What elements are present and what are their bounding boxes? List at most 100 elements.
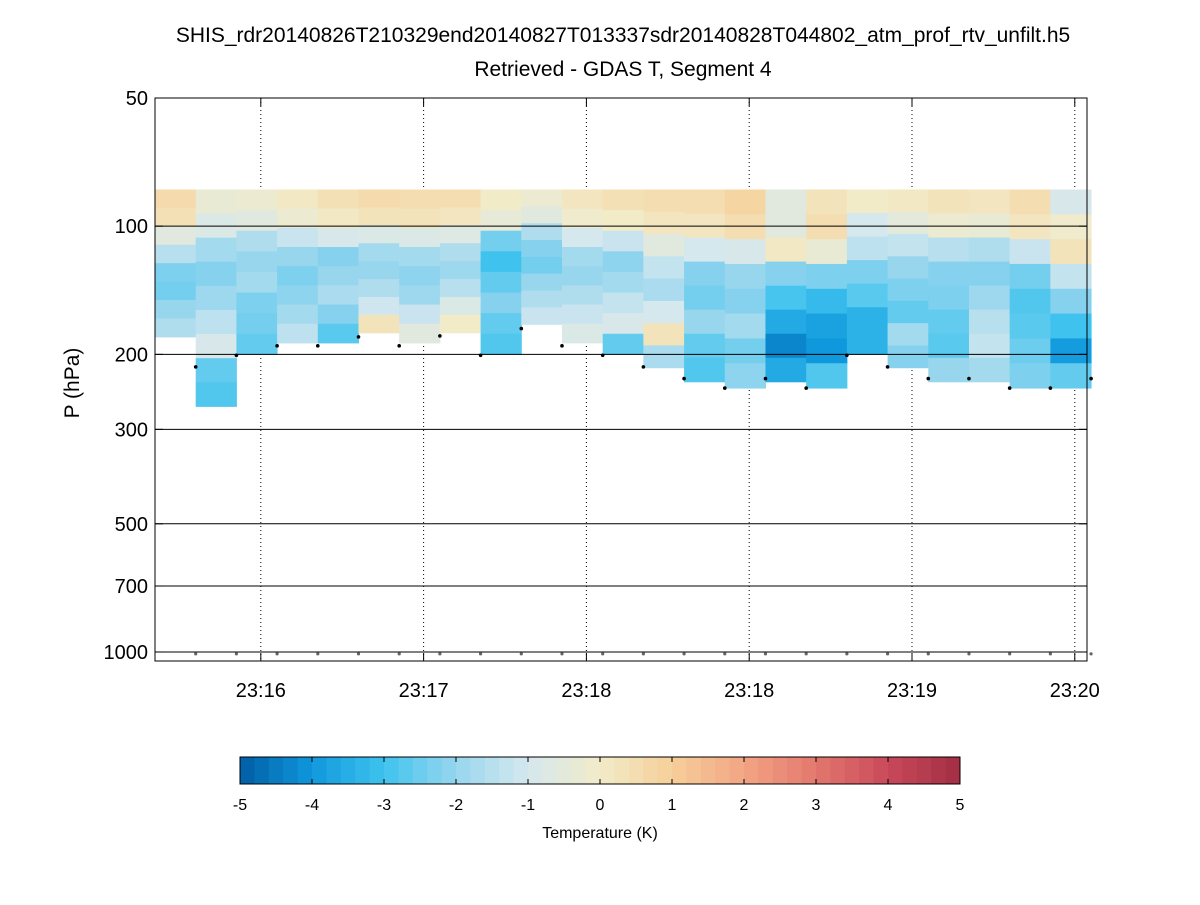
heatmap-cell	[928, 285, 970, 311]
colorbar-segment	[700, 757, 716, 784]
heatmap-cell	[317, 304, 359, 325]
heatmap-cell	[1009, 288, 1051, 315]
heatmap-cell	[643, 345, 685, 369]
heatmap-cell	[195, 285, 237, 311]
colorbar-segment	[384, 757, 399, 784]
colorbar-tick-label: -1	[521, 797, 535, 814]
colorbar-segment	[456, 757, 471, 784]
heatmap-cell	[602, 189, 644, 211]
heatmap-cell	[887, 323, 929, 346]
heatmap-cell	[195, 334, 237, 359]
heatmap-cell	[155, 189, 197, 209]
colorbar-segment	[441, 757, 457, 784]
heatmap-cell	[277, 247, 319, 267]
surface-marker	[275, 652, 279, 656]
colorbar-segment	[340, 757, 356, 784]
heatmap-cell	[561, 208, 604, 229]
heatmap-cell	[236, 333, 278, 355]
heatmap-cell	[358, 314, 400, 334]
heatmap-cell	[684, 357, 726, 383]
level-marker	[1048, 386, 1053, 390]
colorbar-segment	[484, 757, 500, 784]
colorbar-segment	[556, 757, 572, 784]
colorbar-segment	[816, 757, 831, 784]
colorbar-tick-label: 0	[596, 797, 605, 814]
x-tick-label: 23:20	[1050, 680, 1100, 702]
colorbar-segment	[859, 757, 874, 784]
heatmap-cell	[724, 239, 766, 265]
heatmap-cell	[358, 207, 400, 226]
heatmap-cell	[236, 313, 278, 335]
colorbar-segment	[744, 757, 759, 784]
level-marker	[397, 344, 401, 348]
heatmap-cell	[928, 261, 970, 287]
heatmap-cell	[806, 189, 848, 215]
heatmap-cell	[724, 313, 766, 339]
heatmap-cell	[806, 239, 848, 265]
surface-marker	[763, 652, 768, 656]
heatmap-cell	[439, 225, 482, 244]
heatmap-cell	[602, 251, 644, 273]
heatmap-cell	[358, 189, 400, 208]
surface-marker	[967, 652, 971, 656]
heatmap-cell	[399, 266, 441, 286]
heatmap-cell	[846, 189, 889, 214]
colorbar-segment	[888, 757, 903, 784]
heatmap-cell	[521, 223, 563, 241]
heatmap-cell	[643, 323, 685, 346]
colorbar-segment	[873, 757, 889, 784]
colorbar-segment	[844, 757, 860, 784]
colorbar-tick-label: -3	[377, 797, 391, 814]
surface-marker	[641, 652, 645, 656]
surface-marker	[194, 652, 198, 656]
heatmap-cell	[277, 304, 319, 325]
heatmap-cell	[765, 309, 807, 335]
heatmap-cell	[561, 304, 604, 325]
colorbar-segment	[499, 757, 514, 784]
heatmap-cell	[1050, 338, 1092, 364]
heatmap-cell	[195, 358, 237, 383]
heatmap-cell	[521, 256, 563, 275]
heatmap-cell	[643, 278, 685, 302]
level-marker	[641, 365, 646, 369]
heatmap-cell	[480, 210, 522, 232]
colorbar-tick-label: 3	[812, 797, 821, 814]
x-tick-label: 23:19	[887, 680, 937, 702]
heatmap-cell	[968, 189, 1011, 215]
heatmap-cell	[358, 225, 400, 244]
heatmap-cell	[561, 285, 604, 306]
heatmap-cell	[684, 189, 726, 215]
colorbar-segment	[715, 757, 730, 784]
level-marker	[804, 386, 808, 390]
heatmap-cell	[439, 296, 482, 316]
level-marker	[845, 353, 849, 358]
colorbar-segment	[571, 757, 586, 784]
heatmap-cell	[195, 237, 237, 263]
heatmap-cell	[1050, 263, 1092, 290]
heatmap-cell	[928, 309, 970, 335]
colorbar-segment	[600, 757, 615, 784]
heatmap-cell	[155, 318, 197, 338]
heatmap-cell	[1009, 313, 1051, 339]
heatmap-cell	[439, 279, 482, 298]
heatmap-cell	[480, 230, 522, 252]
heatmap-cell	[236, 210, 278, 232]
colorbar-segment	[772, 757, 788, 784]
surface-marker	[519, 652, 523, 656]
heatmap-cell	[806, 313, 848, 339]
colorbar-tick-label: 2	[740, 797, 749, 814]
heatmap-cell	[277, 266, 319, 286]
x-tick-label: 23:18	[724, 680, 774, 702]
heatmap-cell	[684, 261, 726, 287]
heatmap-cell	[684, 285, 726, 311]
heatmap-cell	[236, 230, 278, 252]
heatmap-cell	[724, 288, 766, 315]
heatmap-cell	[521, 307, 563, 325]
colorbar-segment	[628, 757, 644, 784]
heatmap-cell	[968, 309, 1011, 335]
heatmap-cell	[724, 363, 766, 389]
heatmap-cell	[358, 261, 400, 280]
heatmap-cell	[439, 207, 482, 226]
level-marker	[926, 376, 931, 381]
